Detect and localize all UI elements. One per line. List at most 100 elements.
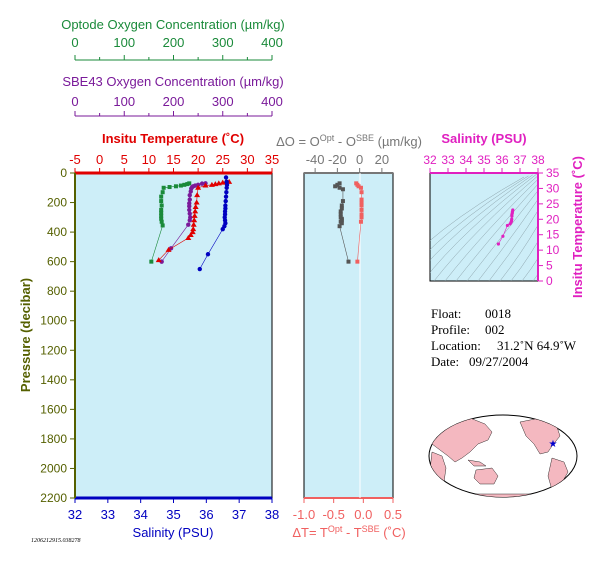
sbe43-axis-tick-label: 100 (113, 94, 135, 109)
ts-temperature-axis-title: Insitu Temperature (˚C) (570, 156, 585, 298)
delta-t-axis-title: ΔT= TOpt - TSBE (˚C) (292, 524, 405, 540)
salinity-point (223, 175, 229, 180)
temperature-point (195, 184, 202, 190)
pressure-axis-tick-label: 1400 (40, 373, 67, 387)
ts-salinity-axis-tick-label: 33 (441, 153, 455, 167)
salinity-axis-tick-label: 38 (265, 507, 279, 522)
ts-temperature-axis-tick-label: 20 (546, 212, 560, 226)
ts-point (496, 242, 500, 246)
salinity-point (220, 226, 225, 232)
salinity-axis-tick-label: 37 (232, 507, 246, 522)
ts-temperature-axis-tick-label: 10 (546, 243, 560, 257)
ts-isopycnal-line (430, 175, 529, 250)
ts-point (501, 234, 505, 238)
delta-o-tick-label: -20 (328, 152, 347, 167)
optode-oxygen-point (159, 207, 164, 212)
temperature-point (155, 257, 162, 263)
salinity-point (197, 266, 202, 272)
sbe43-oxygen-point (187, 204, 192, 209)
temperature-point (187, 232, 194, 238)
delta-t-point (358, 185, 363, 190)
delta-t-title-suffix: (˚C) (380, 525, 406, 540)
delta-o-title-suffix: (µm/kg) (374, 134, 422, 149)
sbe43-oxygen-point (187, 197, 192, 202)
sbe43-axis-tick-label: 200 (163, 94, 185, 109)
pressure-axis-tick-label: 1600 (40, 402, 67, 416)
float-label: Float: (431, 306, 461, 321)
location-value: 31.2˚N 64.9˚W (497, 338, 577, 353)
sbe43-oxygen-point (187, 211, 192, 216)
delta-o-point (340, 199, 345, 204)
delta-panel: ΔO = OOpt - OSBE (µm/kg) -40 -20 0 20 -1.0-… (276, 133, 422, 540)
salinity-axis-title: Salinity (PSU) (133, 525, 214, 540)
delta-t-point (358, 219, 363, 224)
ts-salinity-axis-tick-label: 32 (423, 153, 437, 167)
temperature-point (165, 246, 172, 252)
salinity-point (205, 252, 211, 257)
ts-temperature-axis-tick-label: 35 (546, 166, 560, 180)
optode-oxygen-point (161, 185, 166, 190)
temperature-axis-tick-label: 10 (142, 152, 156, 167)
ts-isopycnal-line (466, 190, 538, 281)
sbe43-axis: SBE43 Oxygen Concentration (µm/kg) 0 100 2… (62, 74, 284, 117)
temperature-axis-tick-label: 25 (216, 152, 230, 167)
temperature-axis-tick-label: 15 (166, 152, 180, 167)
delta-t-title-sup2: SBE (362, 524, 380, 534)
optode-axis: Optode Oxygen Concentration (µm/kg) 0 100… (61, 17, 285, 61)
ts-salinity-axis-tick-label: 38 (531, 153, 545, 167)
delta-o-tick-label: -40 (306, 152, 325, 167)
ts-isopycnal-line (430, 173, 538, 273)
temperature-point (190, 221, 197, 227)
optode-oxygen-point (159, 213, 164, 218)
location-label: Location: (431, 338, 481, 353)
delta-o-point (346, 259, 351, 264)
salinity-axis-tick-label: 33 (101, 507, 115, 522)
float-info: Float: 0018 Profile: 002 Location: 31.2˚… (431, 306, 577, 369)
pressure-axis-title: Pressure (decibar) (18, 278, 33, 392)
ts-panel: Salinity (PSU) 32 33 34 35 36 37 38 3530252015… (423, 131, 585, 298)
optode-oxygen-point (178, 183, 183, 188)
optode-oxygen-point (149, 259, 154, 264)
delta-o-axis-title: ΔO = OOpt - OSBE (µm/kg) (276, 133, 422, 149)
sbe43-oxygen-point (187, 207, 192, 213)
ts-point (510, 214, 514, 218)
ts-temperature-axis-tick-label: 0 (546, 274, 553, 288)
delta-t-point (359, 212, 364, 217)
salinity-point (223, 194, 229, 199)
delta-t-point (356, 184, 361, 189)
delta-o-title-sup1: Opt (320, 133, 335, 143)
delta-o-point (340, 187, 345, 192)
salinity-axis-tick-label: 32 (68, 507, 82, 522)
temperature-point (212, 181, 219, 187)
delta-t-tick-label: -0.5 (322, 507, 344, 522)
temperature-axis-tick-label: 35 (265, 152, 279, 167)
sbe43-axis-tick-label: 400 (261, 94, 283, 109)
delta-o-tick-label: 20 (375, 152, 389, 167)
optode-oxygen-point (159, 210, 164, 215)
salinity-axis-tick-label: 36 (199, 507, 213, 522)
ts-temperature-axis-tick-label: 25 (546, 197, 560, 211)
optode-axis-tick-label: 200 (163, 35, 185, 50)
optode-oxygen-point (159, 199, 164, 204)
optode-oxygen-point (160, 223, 165, 228)
optode-oxygen-point (185, 182, 190, 187)
ts-point (508, 222, 512, 226)
optode-axis-tick-label: 0 (71, 35, 78, 50)
delta-t-title-mid: - T (342, 525, 361, 540)
ts-salinity-axis-title: Salinity (PSU) (441, 131, 526, 146)
temperature-point (215, 180, 222, 186)
delta-t-point (359, 203, 364, 208)
delta-o-point (335, 182, 340, 187)
delta-o-point (338, 209, 343, 214)
delta-o-point (337, 181, 342, 186)
delta-t-title-prefix: ΔT= T (292, 525, 328, 540)
date-value: 09/27/2004 (469, 354, 529, 369)
delta-t-point (359, 190, 364, 195)
temperature-point (192, 208, 199, 214)
optode-oxygen-point (159, 203, 164, 208)
temperature-axis-tick-label: 20 (191, 152, 205, 167)
map-land-greenland (555, 415, 573, 429)
delta-t-point (359, 197, 364, 202)
salinity-point (224, 190, 229, 195)
